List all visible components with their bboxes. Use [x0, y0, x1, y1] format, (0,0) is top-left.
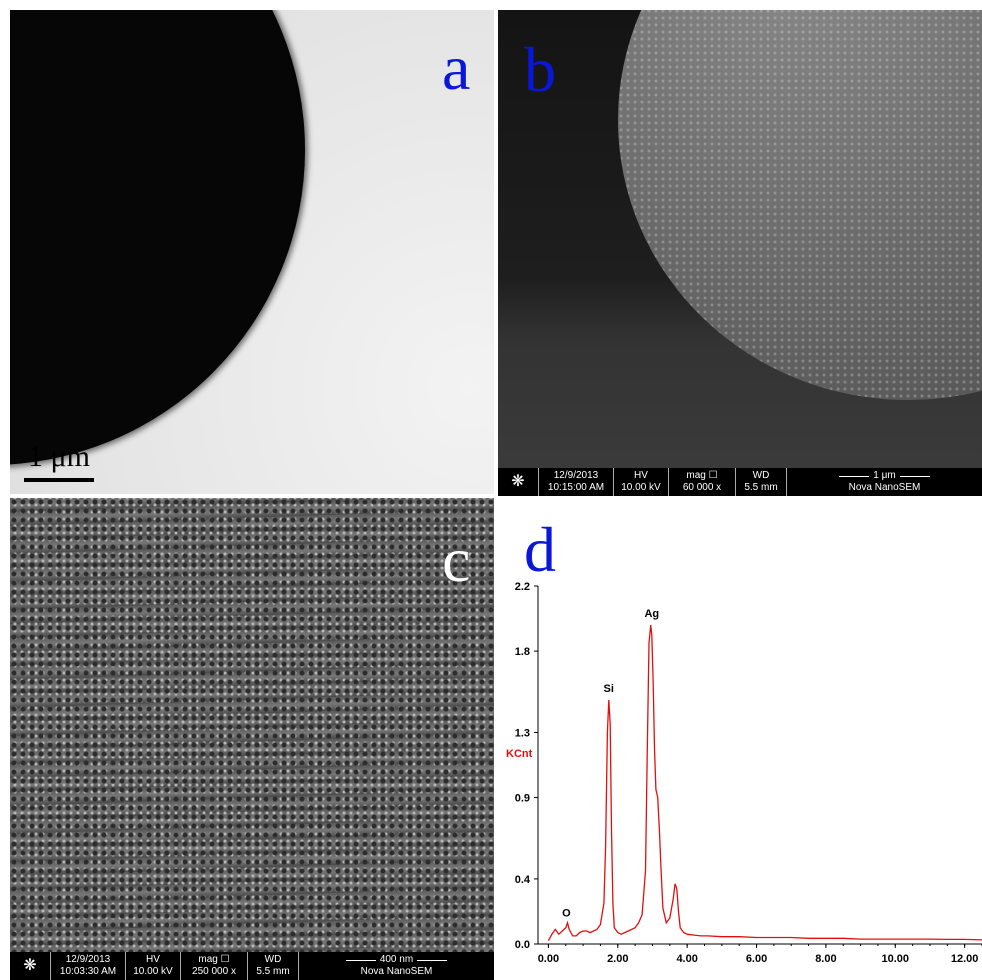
hv-value: 10.00 kV — [621, 482, 661, 493]
x-tick-label: 8.00 — [815, 953, 836, 965]
time-text: 10:03:30 AM — [59, 966, 117, 977]
y-tick-label: 0.4 — [515, 874, 531, 886]
panel-label-a: a — [442, 32, 471, 103]
particle-sphere — [618, 10, 982, 400]
scale-bar — [24, 478, 94, 482]
date-text: 12/9/2013 — [65, 954, 111, 965]
mag-cell: mag ☐ 250 000 x — [180, 952, 247, 980]
eds-spectrum-chart: 0.0 0.4 0.9 1.3 1.8 2.2 0.00 2.00 4.00 6.00 8.00 10… — [506, 581, 982, 965]
mag-label: mag ☐ — [686, 470, 718, 481]
hv-label: HV — [634, 470, 648, 481]
wd-value: 5.5 mm — [256, 966, 290, 977]
x-tick-label: 12.00 — [951, 953, 979, 965]
x-tick-label: 2.00 — [607, 953, 628, 965]
wd-value: 5.5 mm — [744, 482, 778, 493]
panel-label-b: b — [524, 34, 556, 105]
wd-label: WD — [264, 954, 282, 965]
mag-value: 60 000 x — [682, 482, 722, 493]
mag-label: mag ☐ — [198, 954, 230, 965]
scale-text: 400 nm — [379, 954, 414, 965]
sem-image-panel-b: b ❋ 12/9/2013 10:15:00 AM HV 10.00 kV ma… — [498, 10, 982, 496]
fei-logo-icon: ❋ — [23, 957, 37, 974]
x-tick-label: 10.00 — [882, 953, 910, 965]
spectrum-line — [547, 625, 982, 942]
hv-label: HV — [146, 954, 160, 965]
hv-value: 10.00 kV — [133, 966, 173, 977]
wd-cell: WD 5.5 mm — [735, 468, 786, 496]
y-tick-label: 1.3 — [515, 727, 530, 739]
hv-cell: HV 10.00 kV — [125, 952, 180, 980]
y-tick-label: 0.9 — [515, 793, 530, 805]
datetime-cell: 12/9/2013 10:03:30 AM — [50, 952, 125, 980]
datetime-cell: 12/9/2013 10:15:00 AM — [538, 468, 613, 496]
x-tick-label: 4.00 — [676, 953, 697, 965]
hv-cell: HV 10.00 kV — [613, 468, 668, 496]
instrument-name: Nova NanoSEM — [848, 482, 921, 493]
peak-label-ag: Ag — [644, 608, 659, 620]
sem-info-bar: ❋ 12/9/2013 10:15:00 AM HV 10.00 kV mag … — [498, 468, 982, 496]
date-text: 12/9/2013 — [553, 470, 599, 481]
peak-label-si: Si — [604, 683, 614, 695]
fei-logo-icon: ❋ — [511, 473, 525, 490]
instrument-name: Nova NanoSEM — [360, 966, 433, 977]
scale-bar-label: 1 μm — [28, 440, 90, 473]
scale-text: 1 μm — [873, 470, 896, 481]
sem-info-bar: ❋ 12/9/2013 10:03:30 AM HV 10.00 kV mag … — [10, 952, 494, 980]
x-tick-label: 0.00 — [538, 953, 559, 965]
y-tick-label: 2.2 — [515, 581, 530, 593]
y-tick-label: 1.8 — [515, 646, 530, 658]
panel-label-c: c — [442, 524, 471, 595]
mag-cell: mag ☐ 60 000 x — [668, 468, 735, 496]
eds-spectrum-panel-d: d 0.0 0.4 0.9 1.3 1.8 2.2 0.00 2.00 4.00 6.00 8.00… — [498, 498, 982, 980]
scale-cell: 1 μm Nova NanoSEM — [786, 468, 982, 496]
mag-value: 250 000 x — [192, 966, 236, 977]
panel-label-d: d — [524, 514, 556, 585]
x-tick-label: 6.00 — [746, 953, 767, 965]
y-tick-label: 0.0 — [515, 939, 530, 951]
tem-image-panel-a: a 1 μm — [10, 10, 494, 494]
time-text: 10:15:00 AM — [547, 482, 605, 493]
peak-label-o: O — [562, 907, 571, 919]
wd-label: WD — [752, 470, 770, 481]
scale-cell: 400 nm Nova NanoSEM — [298, 952, 494, 980]
sem-image-panel-c: c ❋ 12/9/2013 10:03:30 AM HV 10.00 kV ma… — [10, 498, 494, 980]
wd-cell: WD 5.5 mm — [247, 952, 298, 980]
y-axis-label: KCnt — [506, 748, 533, 760]
particle-sphere — [10, 10, 305, 465]
